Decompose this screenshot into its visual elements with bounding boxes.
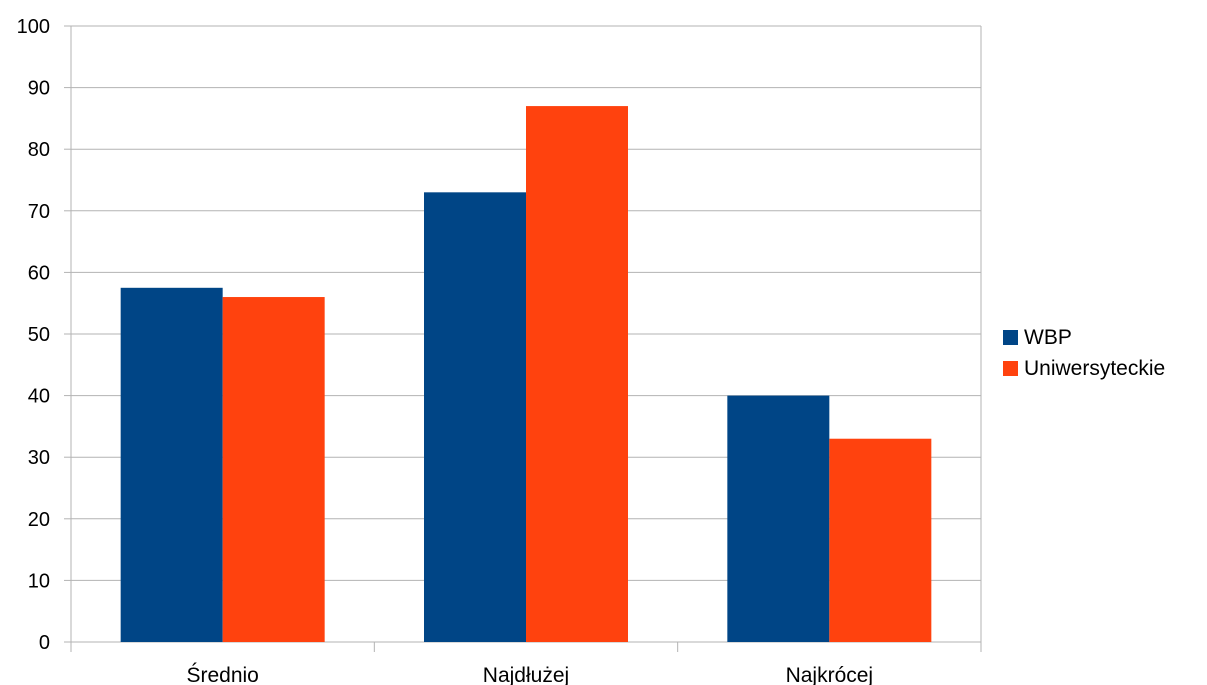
bar-uniwersyteckie-1 — [526, 106, 628, 642]
bar-wbp-2 — [727, 395, 830, 642]
y-tick-labels: 0 10 20 30 40 50 60 70 80 90 100 — [17, 16, 50, 654]
x-category-label-1: Najdłużej — [483, 664, 569, 685]
y-tick-label-70: 70 — [28, 201, 50, 223]
y-tick-label-20: 20 — [28, 509, 50, 531]
y-tick-label-0: 0 — [39, 632, 50, 654]
legend: WBP Uniwersyteckie — [1003, 322, 1165, 384]
x-category-label-2: Najkrócej — [786, 664, 874, 685]
legend-item-wbp: WBP — [1003, 322, 1165, 353]
y-tick-label-40: 40 — [28, 386, 50, 408]
bar-wbp-1 — [424, 192, 526, 642]
bars — [120, 106, 932, 642]
y-tick-label-60: 60 — [28, 262, 50, 284]
bar-wbp-0 — [120, 287, 223, 642]
y-tick-label-80: 80 — [28, 139, 50, 161]
legend-swatch-wbp — [1003, 330, 1018, 345]
y-tick-label-50: 50 — [28, 324, 50, 346]
y-tick-label-30: 30 — [28, 447, 50, 469]
legend-item-uniwersyteckie: Uniwersyteckie — [1003, 353, 1165, 384]
x-category-labels: Średnio Najdłużej Najkrócej — [186, 663, 873, 685]
bar-uniwersyteckie-0 — [222, 297, 325, 642]
legend-label-uniwersyteckie: Uniwersyteckie — [1024, 356, 1166, 380]
y-tick-label-10: 10 — [28, 570, 50, 592]
bar-uniwersyteckie-2 — [829, 438, 932, 642]
legend-label-wbp: WBP — [1024, 325, 1072, 349]
legend-swatch-uniwersyteckie — [1003, 361, 1018, 376]
y-tick-label-90: 90 — [28, 78, 50, 100]
x-category-label-0: Średnio — [186, 663, 258, 685]
y-tick-label-100: 100 — [17, 16, 50, 38]
